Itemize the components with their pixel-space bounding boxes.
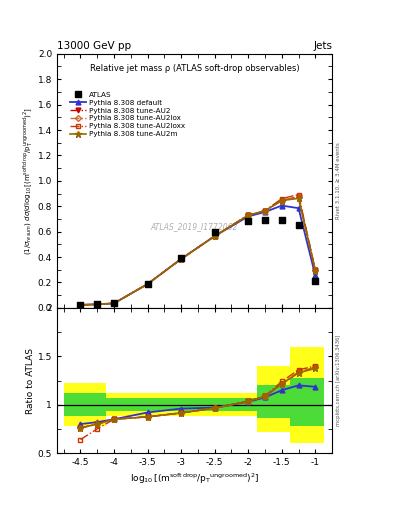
Line: Pythia 8.308 tune-AU2lox: Pythia 8.308 tune-AU2lox [78,195,318,307]
Line: Pythia 8.308 tune-AU2m: Pythia 8.308 tune-AU2m [77,195,318,308]
Pythia 8.308 tune-AU2m [313,268,318,274]
ATLAS [111,298,117,307]
Pythia 8.308 tune-AU2loxx [112,300,116,306]
ATLAS [279,216,285,224]
Y-axis label: $(1/\sigma_{resum})$ $d\sigma/d\log_{10}$[$(\mathrm{m}^{\mathrm{soft\,drop}}/\ma: $(1/\sigma_{resum})$ $d\sigma/d\log_{10}… [21,107,35,255]
ATLAS [245,218,252,226]
Text: 13000 GeV pp: 13000 GeV pp [57,41,131,51]
ATLAS [144,280,151,288]
Pythia 8.308 tune-AU2 [296,194,301,200]
Pythia 8.308 tune-AU2 [179,256,184,262]
Pythia 8.308 tune-AU2 [112,300,116,306]
Pythia 8.308 tune-AU2 [263,208,267,214]
Pythia 8.308 tune-AU2lox [179,256,184,262]
Pythia 8.308 tune-AU2 [145,281,150,287]
Pythia 8.308 tune-AU2m [95,301,99,307]
Pythia 8.308 tune-AU2lox [95,301,99,307]
Pythia 8.308 tune-AU2 [246,212,251,218]
Line: Pythia 8.308 tune-AU2loxx: Pythia 8.308 tune-AU2loxx [78,193,318,307]
Pythia 8.308 tune-AU2 [212,233,217,239]
Pythia 8.308 tune-AU2 [95,301,99,307]
Pythia 8.308 tune-AU2loxx [212,233,217,239]
Pythia 8.308 tune-AU2m [296,195,301,201]
Pythia 8.308 tune-AU2lox [112,300,116,306]
ATLAS [262,216,268,224]
Pythia 8.308 tune-AU2 [78,302,83,308]
Pythia 8.308 default [246,214,251,220]
Text: ATLAS_2019_I1772062: ATLAS_2019_I1772062 [151,222,238,231]
Pythia 8.308 default [313,272,318,279]
Pythia 8.308 tune-AU2lox [296,194,301,200]
Y-axis label: Ratio to ATLAS: Ratio to ATLAS [26,348,35,414]
Pythia 8.308 tune-AU2lox [246,212,251,218]
Pythia 8.308 tune-AU2lox [78,302,83,308]
X-axis label: $\log_{10}$[$({\rm m}^{\rm soft\,drop}/{\rm p_T}^{\rm ungroomed})^2$]: $\log_{10}$[$({\rm m}^{\rm soft\,drop}/{… [130,471,259,485]
Pythia 8.308 default [179,256,184,262]
Pythia 8.308 tune-AU2loxx [145,281,150,287]
Pythia 8.308 tune-AU2loxx [179,256,184,262]
ATLAS [312,277,318,285]
Pythia 8.308 tune-AU2lox [212,233,217,239]
Pythia 8.308 tune-AU2 [279,198,284,204]
Pythia 8.308 tune-AU2lox [145,281,150,287]
Pythia 8.308 tune-AU2m [78,302,83,308]
Pythia 8.308 tune-AU2m [246,212,251,218]
Pythia 8.308 tune-AU2lox [263,208,267,214]
Text: Rivet 3.1.10, ≥ 3.4M events: Rivet 3.1.10, ≥ 3.4M events [336,142,341,219]
Pythia 8.308 default [78,302,83,308]
ATLAS [77,301,84,309]
Legend: ATLAS, Pythia 8.308 default, Pythia 8.308 tune-AU2, Pythia 8.308 tune-AU2lox, Py: ATLAS, Pythia 8.308 default, Pythia 8.30… [69,91,187,139]
Pythia 8.308 default [212,233,217,239]
Pythia 8.308 tune-AU2loxx [246,212,251,218]
Pythia 8.308 default [263,209,267,215]
Pythia 8.308 tune-AU2loxx [313,267,318,273]
Pythia 8.308 tune-AU2m [179,256,184,262]
Pythia 8.308 tune-AU2loxx [296,191,301,198]
Pythia 8.308 tune-AU2lox [279,198,284,204]
Pythia 8.308 tune-AU2loxx [279,196,284,202]
Text: Jets: Jets [313,41,332,51]
ATLAS [296,221,302,229]
Pythia 8.308 default [112,300,116,306]
ATLAS [178,253,184,262]
Line: Pythia 8.308 tune-AU2: Pythia 8.308 tune-AU2 [78,194,318,307]
Pythia 8.308 default [279,203,284,209]
Text: mcplots.cern.ch [arXiv:1306.3436]: mcplots.cern.ch [arXiv:1306.3436] [336,335,341,426]
Pythia 8.308 tune-AU2m [112,300,116,306]
Pythia 8.308 tune-AU2m [212,233,217,239]
ATLAS [94,300,100,308]
Pythia 8.308 tune-AU2m [279,198,284,204]
Pythia 8.308 default [145,281,150,287]
Line: Pythia 8.308 default: Pythia 8.308 default [78,203,318,307]
Pythia 8.308 tune-AU2lox [313,267,318,273]
Pythia 8.308 default [95,301,99,307]
Pythia 8.308 tune-AU2loxx [78,302,83,308]
Pythia 8.308 tune-AU2loxx [95,301,99,307]
Pythia 8.308 tune-AU2 [313,267,318,273]
Pythia 8.308 tune-AU2m [263,208,267,214]
Pythia 8.308 default [296,205,301,211]
Pythia 8.308 tune-AU2loxx [263,208,267,214]
Pythia 8.308 tune-AU2m [145,281,150,287]
ATLAS [211,228,218,237]
Text: Relative jet mass ρ (ATLAS soft-drop observables): Relative jet mass ρ (ATLAS soft-drop obs… [90,64,299,73]
